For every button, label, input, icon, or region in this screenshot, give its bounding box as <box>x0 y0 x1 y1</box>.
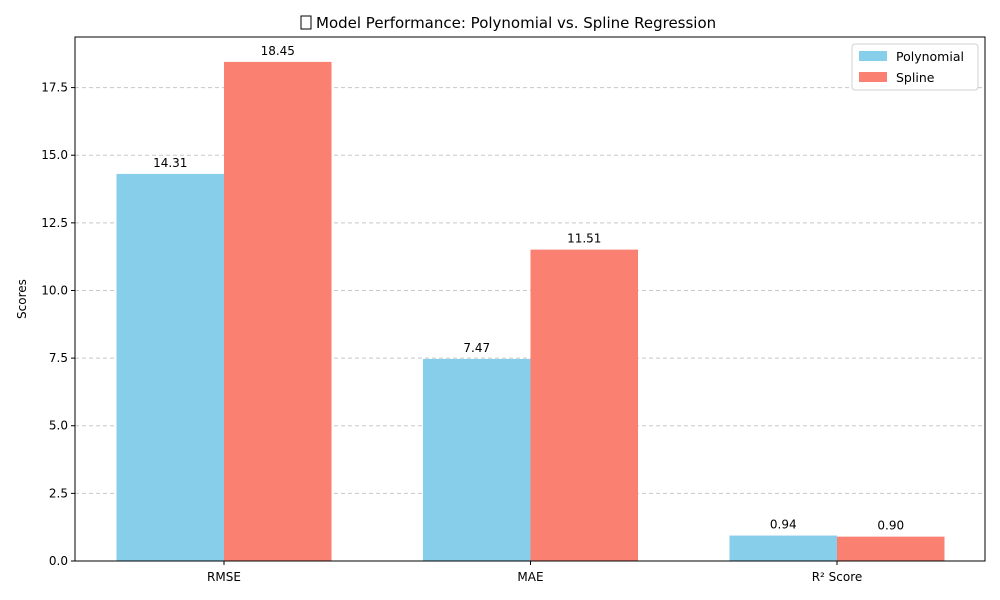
legend-swatch-polynomial <box>859 51 887 61</box>
bar-labels-layer: 14.31 7.47 0.94 18.45 11.51 0.90 <box>153 44 904 533</box>
chart-title: Model Performance: Polynomial vs. Spline… <box>316 14 716 32</box>
y-tick-label: 10.0 <box>41 283 68 297</box>
y-tick-label: 2.5 <box>49 486 68 500</box>
bar-value-label: 0.90 <box>877 519 904 533</box>
legend: Polynomial Spline <box>851 43 979 91</box>
y-tick-label: 15.0 <box>41 148 68 162</box>
y-axis-label: Scores <box>15 279 29 319</box>
x-tick-label: MAE <box>517 570 543 584</box>
y-tick-label: 0.0 <box>49 554 68 568</box>
legend-label-spline: Spline <box>896 70 935 85</box>
bar-value-label: 11.51 <box>567 232 601 246</box>
bars-layer <box>116 61 945 562</box>
legend-label-polynomial: Polynomial <box>896 49 964 64</box>
x-axis: RMSE MAE R² Score <box>207 561 862 584</box>
y-tick-label: 7.5 <box>49 351 68 365</box>
bar-value-label: 18.45 <box>261 44 295 58</box>
y-axis: 0.0 2.5 5.0 7.5 10.0 12.5 15.0 17.5 <box>41 81 75 568</box>
bar-polynomial-0 <box>116 173 224 561</box>
x-tick-label: RMSE <box>207 570 241 584</box>
bar-polynomial-1 <box>423 358 531 561</box>
x-tick-label: R² Score <box>812 570 863 584</box>
bar-polynomial-2 <box>729 535 837 561</box>
bar-value-label: 0.94 <box>770 518 797 532</box>
chart-emoji-icon <box>300 15 312 30</box>
y-tick-label: 5.0 <box>49 419 68 433</box>
bar-spline-1 <box>530 249 638 562</box>
y-tick-label: 17.5 <box>41 81 68 95</box>
chart-title-group: Model Performance: Polynomial vs. Spline… <box>300 14 716 32</box>
y-tick-label: 12.5 <box>41 216 68 230</box>
bar-value-label: 7.47 <box>463 341 490 355</box>
bar-spline-2 <box>837 536 945 561</box>
bar-value-label: 14.31 <box>153 156 187 170</box>
legend-swatch-spline <box>859 72 887 82</box>
bar-spline-0 <box>224 61 332 561</box>
